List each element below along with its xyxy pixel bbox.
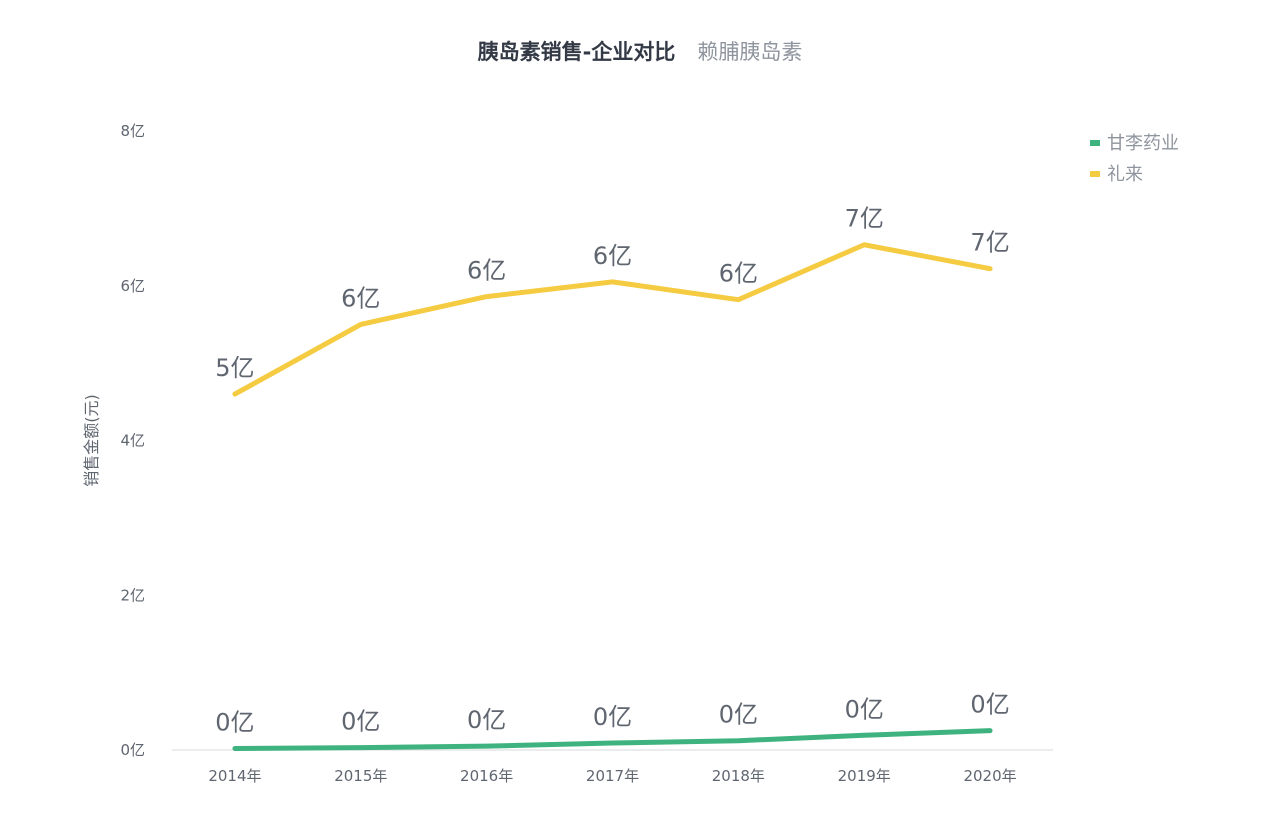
data-label: 0亿 [467,706,506,734]
chart-subtitle: 赖脯胰岛素 [697,40,803,64]
data-label: 0亿 [593,703,632,731]
series-lines [232,242,993,751]
data-label: 7亿 [970,229,1009,257]
legend-swatch [1090,140,1100,146]
y-axis-ticks: 0亿 2亿 4亿 6亿 8亿 [120,122,145,759]
chart-title-bar: 胰岛素销售-企业对比 赖脯胰岛素 [0,36,1280,66]
x-tick-label: 2015年 [334,767,387,785]
x-tick-label: 2016年 [460,767,513,785]
legend-label: 礼来 [1107,164,1143,185]
data-label: 6亿 [467,257,506,285]
y-tick-label: 2亿 [120,586,145,604]
data-label: 6亿 [341,284,380,312]
data-labels: 0亿 0亿 0亿 0亿 0亿 0亿 0亿 5亿 6亿 6亿 6亿 6亿 7亿 7亿 [215,205,1009,737]
legend-label: 甘李药业 [1107,133,1179,154]
x-tick-label: 2014年 [208,767,261,785]
data-label: 6亿 [593,242,632,270]
data-label: 0亿 [719,701,758,729]
data-label: 6亿 [719,260,758,288]
data-label: 0亿 [341,708,380,736]
x-tick-label: 2019年 [838,767,891,785]
series-line-1 [232,242,993,397]
data-label: 0亿 [845,695,884,723]
chart-title: 胰岛素销售-企业对比 [477,40,676,64]
x-tick-label: 2017年 [586,767,639,785]
y-tick-label: 0亿 [120,741,145,759]
x-tick-label: 2020年 [963,767,1016,785]
data-label: 0亿 [970,691,1009,719]
data-label: 5亿 [215,354,254,382]
y-tick-label: 4亿 [120,432,145,450]
x-tick-label: 2018年 [712,767,765,785]
y-tick-label: 8亿 [120,122,145,140]
y-tick-label: 6亿 [120,277,145,295]
x-axis-ticks: 2014年 2015年 2016年 2017年 2018年 2019年 2020年 [208,767,1016,785]
series-line-0 [232,728,993,751]
legend-swatch [1090,171,1100,177]
data-label: 7亿 [845,205,884,233]
data-label: 0亿 [215,708,254,736]
y-axis-label: 销售金额(元) [82,394,101,487]
